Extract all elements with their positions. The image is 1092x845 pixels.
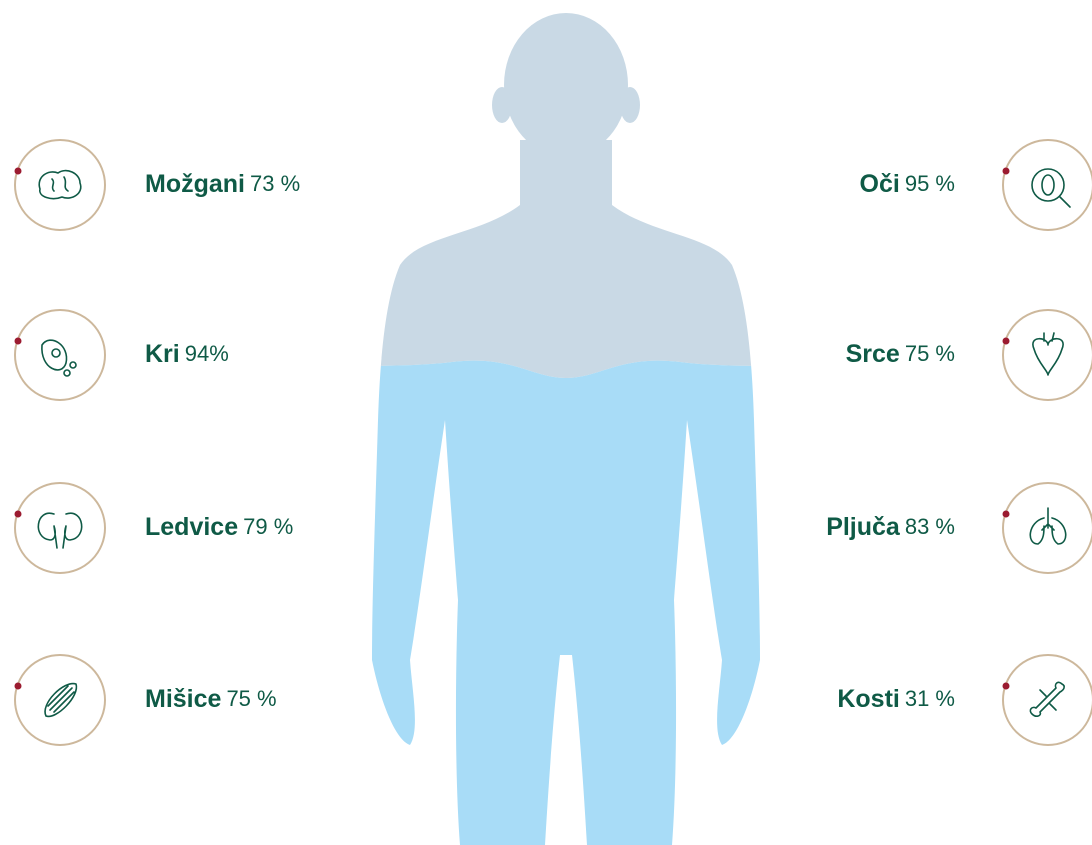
organ-name: Srce <box>846 340 900 368</box>
organ-percent: 83 % <box>905 514 955 539</box>
organ-name: Kri <box>145 340 180 368</box>
organ-name: Ledvice <box>145 513 238 541</box>
organ-percent: 94% <box>185 341 229 366</box>
organ-name: Mišice <box>145 685 222 713</box>
organ-percent: 79 % <box>243 514 293 539</box>
icon-dot <box>15 683 22 690</box>
icon-dot <box>1003 683 1010 690</box>
icon-ring <box>1003 655 1092 745</box>
organ-percent: 75 % <box>226 686 276 711</box>
silhouette <box>372 13 760 845</box>
icon-dot <box>1003 168 1010 175</box>
icon-ring <box>1003 140 1092 230</box>
organ-name: Pljuča <box>826 513 901 541</box>
organ-percent: 31 % <box>905 686 955 711</box>
organ-name: Možgani <box>145 170 245 198</box>
icon-ring <box>15 140 105 230</box>
icon-dot <box>15 168 22 175</box>
icon-ring <box>15 483 105 573</box>
organ-name: Kosti <box>837 685 900 713</box>
organ-percent: 73 % <box>250 171 300 196</box>
organ-percent: 95 % <box>905 171 955 196</box>
icon-dot <box>15 511 22 518</box>
icon-dot <box>1003 338 1010 345</box>
organ-name: Oči <box>860 170 900 198</box>
page: {"left": [ {"name": "Možgani", "value": … <box>0 0 1092 845</box>
icon-ring <box>1003 310 1092 400</box>
icon-dot <box>15 338 22 345</box>
infographic: Možgani73 %Kri94%Ledvice79 %Mišice75 %Oč… <box>0 0 1092 845</box>
icon-dot <box>1003 511 1010 518</box>
organ-percent: 75 % <box>905 341 955 366</box>
